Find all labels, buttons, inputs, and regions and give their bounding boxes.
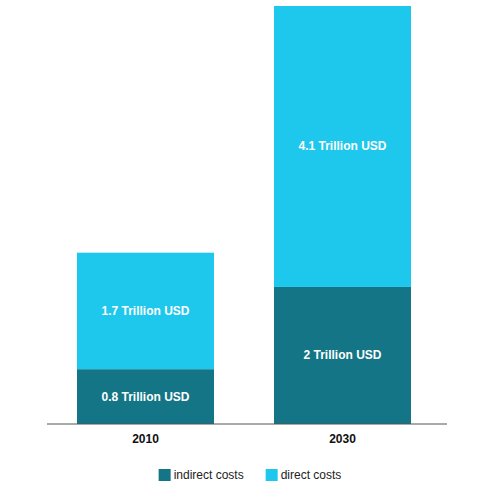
- legend-swatch: [266, 469, 278, 481]
- bars: [77, 6, 411, 424]
- data-label: 2 Trillion USD: [303, 348, 381, 362]
- legend-label: direct costs: [281, 468, 342, 482]
- data-label: 1.7 Trillion USD: [101, 304, 189, 318]
- category-label: 2010: [132, 432, 159, 446]
- bar-segment: [274, 287, 411, 424]
- bar-segment: [77, 253, 214, 369]
- data-label: 0.8 Trillion USD: [101, 390, 189, 404]
- bar-segment: [274, 6, 411, 287]
- chart-container: 0.8 Trillion USD 2 Trillion USD 1.7 Trilli…: [0, 0, 500, 500]
- chart-svg: 0.8 Trillion USD 2 Trillion USD 1.7 Trilli…: [0, 0, 500, 500]
- data-label: 4.1 Trillion USD: [298, 139, 386, 153]
- bar-segment: [77, 369, 214, 424]
- category-label: 2030: [329, 432, 356, 446]
- legend: indirect costs direct costs: [159, 468, 342, 482]
- x-axis-line: [47, 424, 447, 425]
- legend-swatch: [159, 469, 171, 481]
- legend-label: indirect costs: [174, 468, 244, 482]
- data-labels: 0.8 Trillion USD 2 Trillion USD 1.7 Trilli…: [101, 139, 386, 403]
